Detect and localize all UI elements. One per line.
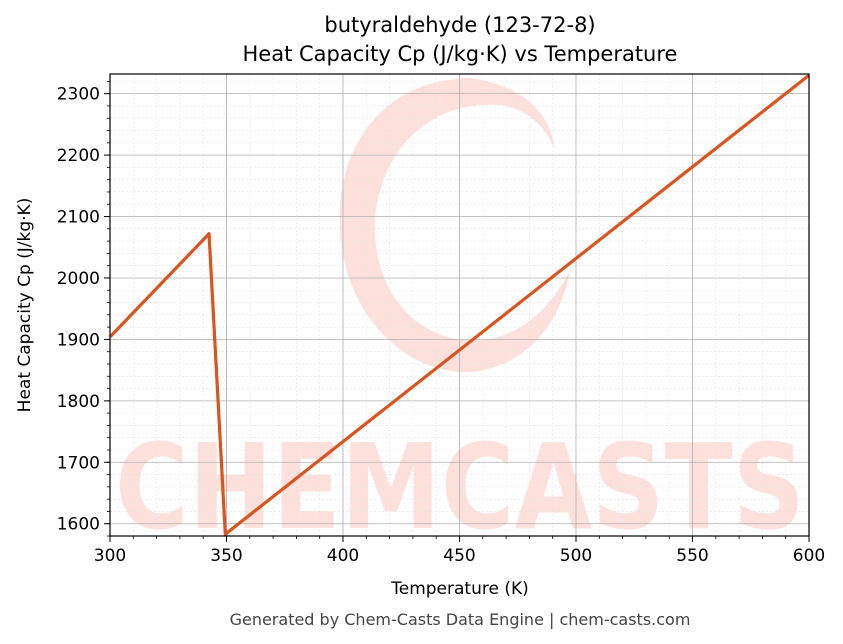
chart-title-line2: Heat Capacity Cp (J/kg·K) vs Temperature [243,42,678,66]
watermark-swirl-icon [339,78,570,373]
y-tick-label: 1900 [57,330,100,350]
x-tick-label: 550 [676,546,708,566]
x-axis: 300 350 400 450 500 550 600 [94,536,825,566]
x-tick-label: 400 [327,546,359,566]
y-tick-label: 1700 [57,453,100,473]
series-layer [108,73,810,537]
x-tick-label: 600 [793,546,825,566]
x-tick-label: 300 [94,546,126,566]
series-line-0 [108,73,810,537]
y-tick-label: 1800 [57,392,100,412]
y-axis-label: Heat Capacity Cp (J/kg·K) [15,198,35,413]
y-tick-label: 2300 [57,85,100,105]
y-axis: 1600 1700 1800 1900 2000 2100 2200 2300 [57,80,110,537]
watermark-logo: CHEMCASTS [115,78,805,556]
x-axis-label: Temperature (K) [390,579,529,599]
y-tick-label: 2000 [57,269,100,289]
x-tick-label: 450 [443,546,475,566]
y-tick-label: 2200 [57,146,100,166]
y-tick-label: 1600 [57,515,100,535]
x-tick-label: 500 [560,546,592,566]
footer-credit: Generated by Chem-Casts Data Engine | ch… [230,610,691,629]
y-tick-label: 2100 [57,208,100,228]
chart-title-line1: butyraldehyde (123-72-8) [324,13,595,37]
x-tick-label: 350 [210,546,242,566]
